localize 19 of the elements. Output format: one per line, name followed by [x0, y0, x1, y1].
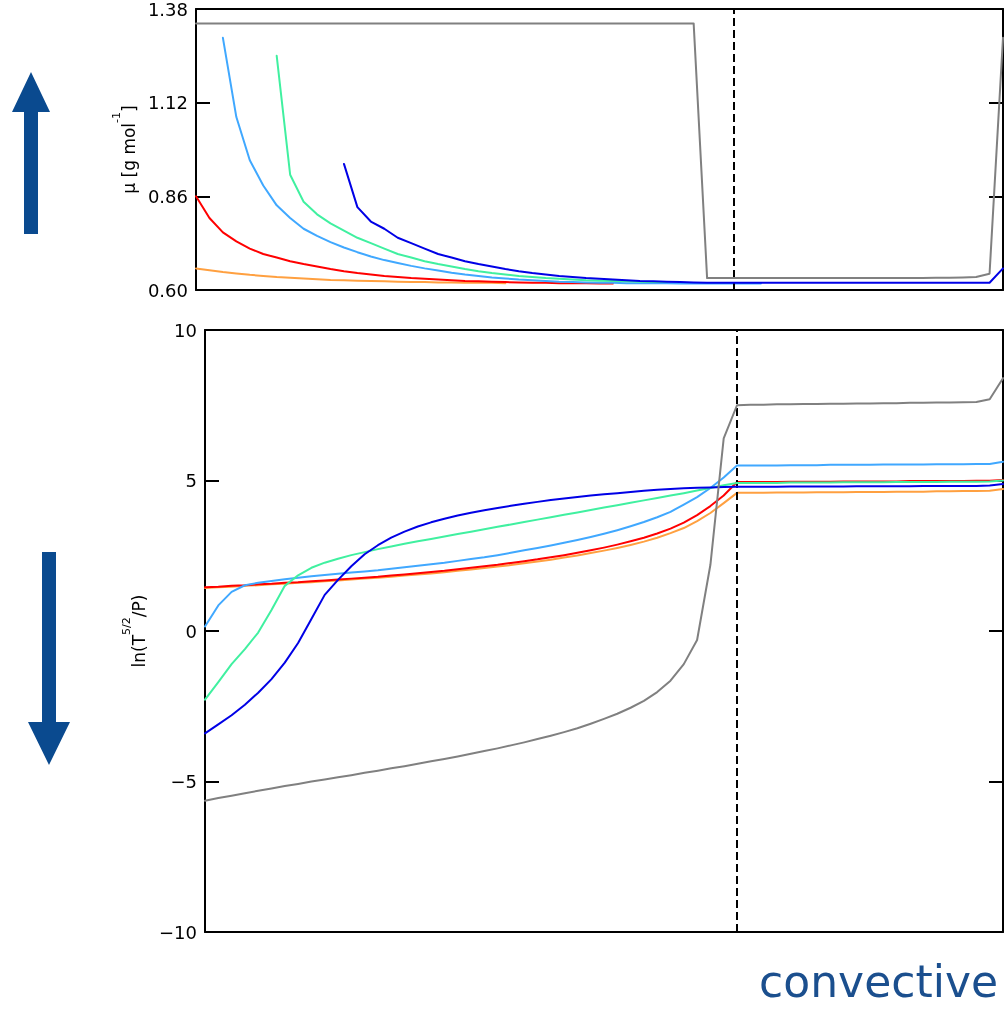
line-series: [195, 195, 614, 285]
line-series: [204, 460, 1004, 628]
line-series: [195, 22, 1004, 280]
line-series: [221, 36, 762, 285]
y-tick-label: 10: [174, 319, 197, 341]
line-series: [204, 377, 1004, 802]
y-axis-title: μ [g mol-1]: [110, 105, 139, 194]
text: convective: [759, 956, 998, 1007]
y-tick-label: −5: [170, 771, 197, 792]
line-series: [342, 162, 1004, 284]
y-tick-label: 0: [185, 620, 197, 642]
y-tick-label: 1.38: [147, 0, 188, 20]
line-series: [195, 267, 507, 285]
y-tick-label: −10: [159, 921, 197, 943]
y-tick-label: 0.60: [147, 279, 188, 301]
y-tick-label: 1.12: [147, 92, 188, 114]
y-tick-label: 5: [185, 470, 197, 491]
y-axis-title: ln(T5/2/P): [120, 594, 149, 668]
y-tick-label: 0.86: [147, 185, 188, 207]
